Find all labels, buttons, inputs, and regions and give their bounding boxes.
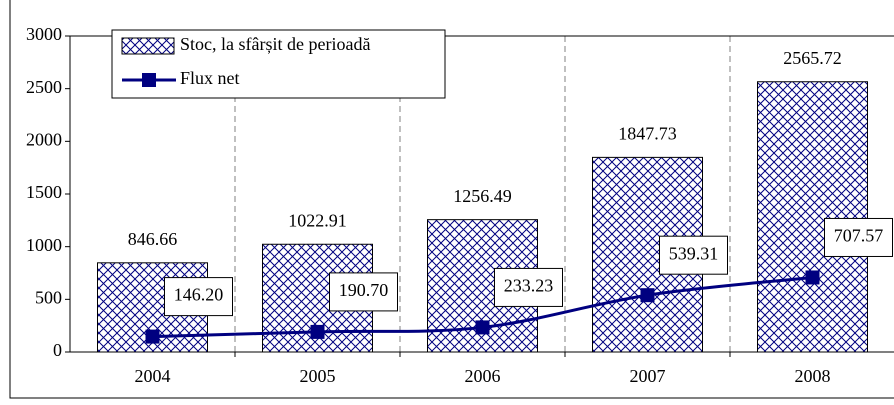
y-tick-label: 2500 [26, 77, 62, 97]
line-marker [145, 329, 160, 344]
x-tick-label: 2008 [795, 366, 831, 386]
value-label-box [494, 267, 563, 307]
bar [757, 81, 868, 353]
line-value-label: 233.23 [504, 276, 554, 296]
value-label-box [329, 272, 398, 312]
x-tick-label: 2004 [135, 366, 171, 386]
y-tick-label: 1500 [26, 182, 62, 202]
bar-value-label: 846.66 [128, 229, 178, 249]
line-marker [310, 324, 325, 339]
line-marker [805, 270, 820, 285]
bar-value-label: 2565.72 [783, 48, 842, 68]
bar-value-label: 1022.91 [288, 210, 347, 230]
legend-label: Stoc, la sfârșit de perioadă [180, 34, 370, 54]
x-tick-label: 2005 [300, 366, 336, 386]
line-value-label: 190.70 [339, 280, 389, 300]
value-label-box [824, 217, 893, 257]
chart-border [9, 0, 894, 399]
x-tick-label: 2006 [465, 366, 501, 386]
bar-value-label: 1847.73 [618, 123, 677, 143]
y-tick-label: 0 [53, 340, 62, 360]
bar-value-label: 1256.49 [453, 186, 512, 206]
y-tick-label: 1000 [26, 235, 62, 255]
line-value-label: 539.31 [669, 243, 719, 263]
y-tick-label: 3000 [26, 24, 62, 44]
value-label-box [164, 277, 233, 317]
legend-label: Flux net [180, 68, 240, 88]
legend-swatch [121, 37, 175, 55]
line-marker [640, 288, 655, 303]
legend-marker [142, 73, 156, 87]
line-marker [475, 320, 490, 335]
x-tick-label: 2007 [630, 366, 666, 386]
line-value-label: 707.57 [834, 226, 884, 246]
y-tick-label: 2000 [26, 129, 62, 149]
line-value-label: 146.20 [174, 285, 224, 305]
y-tick-label: 500 [35, 287, 62, 307]
value-label-box [659, 235, 728, 275]
